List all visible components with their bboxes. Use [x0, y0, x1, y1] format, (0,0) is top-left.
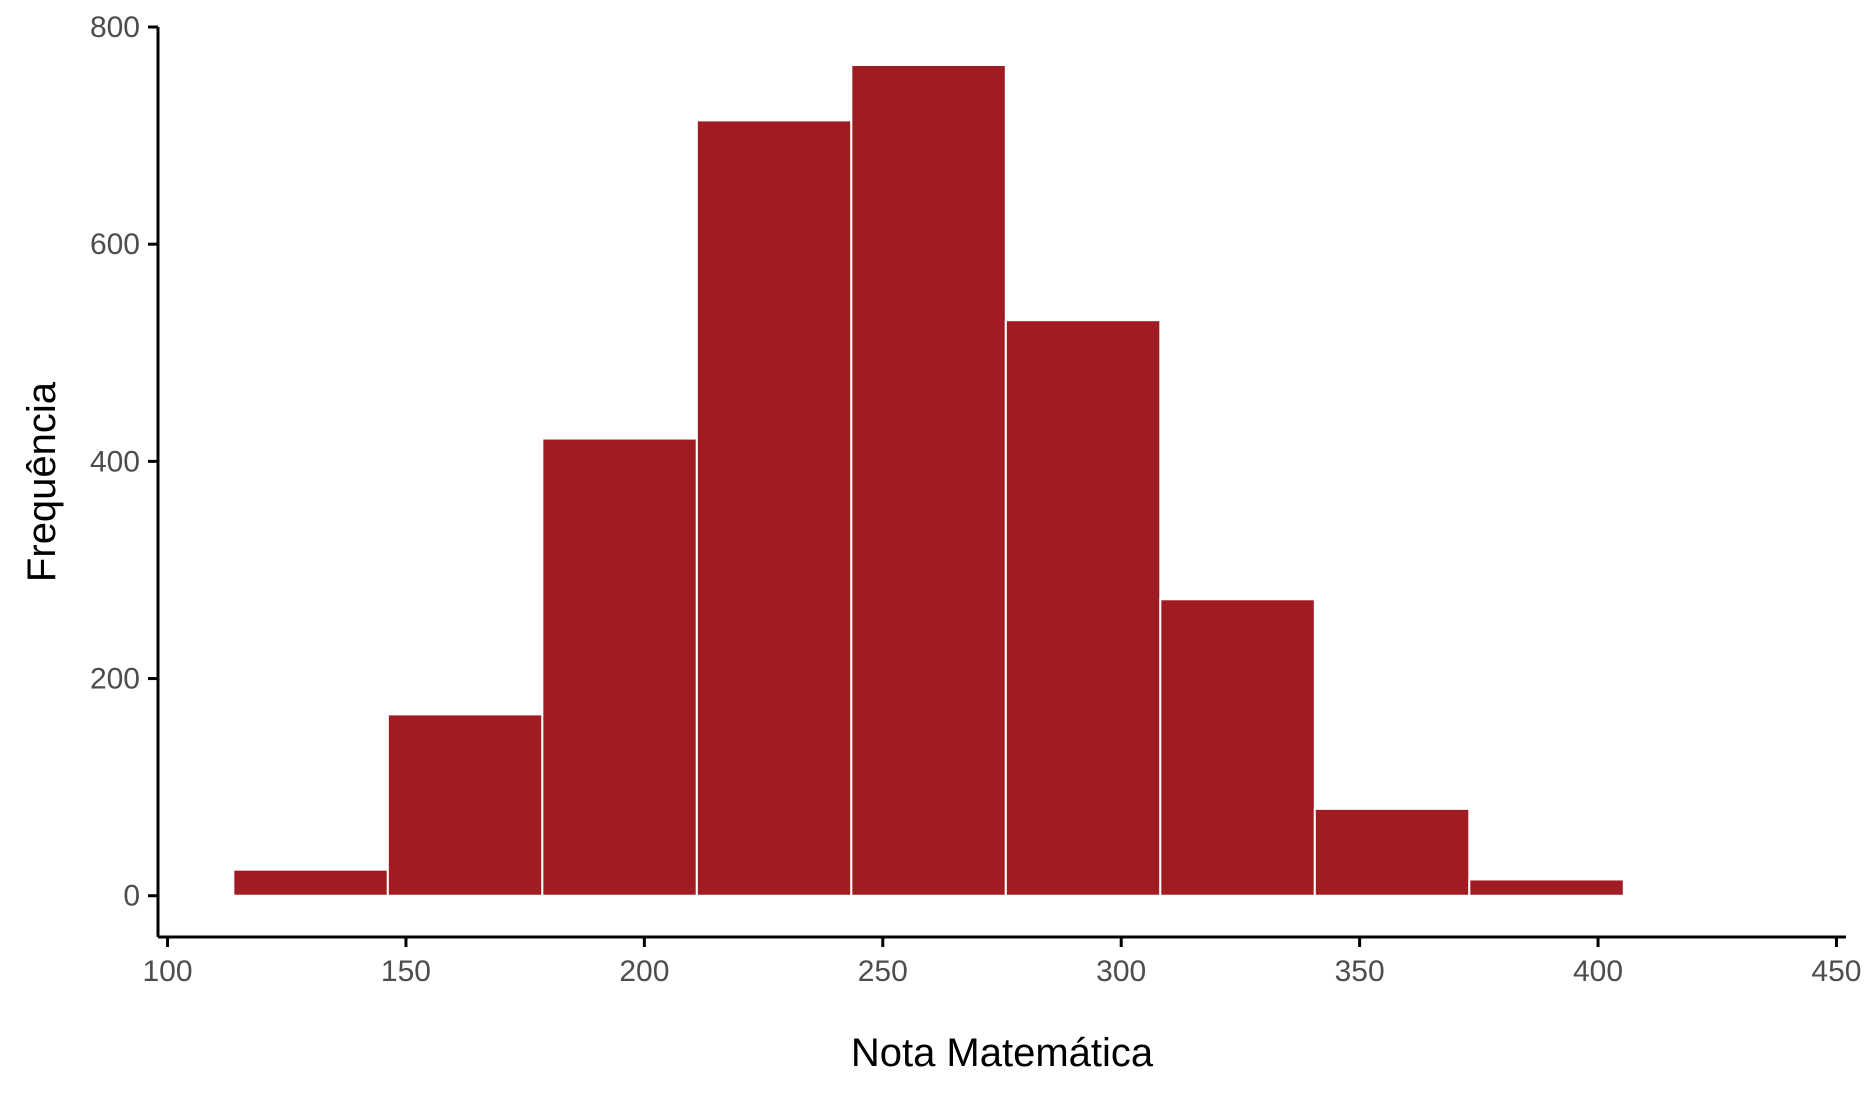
histogram-bar-7 — [1159, 598, 1316, 897]
y-axis-title: Frequência — [20, 381, 64, 582]
y-tick-label-0: 0 — [123, 880, 140, 913]
histogram-bar-8 — [1313, 807, 1471, 897]
x-tick-label-450: 450 — [1811, 955, 1861, 988]
histogram-bar-4 — [695, 119, 853, 897]
x-tick-label-350: 350 — [1335, 955, 1385, 988]
ticks-layer: 100 150 200 250 300 350 400 450 0 200 400 600 800 — [90, 11, 1862, 988]
x-axis-title: Nota Matemática — [851, 1031, 1154, 1075]
x-tick-label-150: 150 — [381, 955, 431, 988]
y-tick-label-600: 600 — [90, 228, 140, 261]
bars-layer — [232, 64, 1625, 897]
histogram-bar-2 — [386, 713, 544, 897]
x-tick-label-200: 200 — [619, 955, 669, 988]
x-tick-label-250: 250 — [858, 955, 908, 988]
histogram-bar-3 — [541, 437, 698, 897]
axes-layer — [156, 27, 1846, 939]
x-tick-label-300: 300 — [1096, 955, 1146, 988]
x-tick-label-400: 400 — [1573, 955, 1623, 988]
x-tick-label-100: 100 — [143, 955, 193, 988]
histogram-bar-9 — [1468, 878, 1625, 897]
histogram-bar-6 — [1004, 319, 1162, 897]
histogram-bar-5 — [850, 64, 1007, 897]
y-tick-label-800: 800 — [90, 11, 140, 44]
histogram-bar-1 — [232, 868, 389, 897]
y-tick-label-400: 400 — [90, 445, 140, 478]
y-tick-label-200: 200 — [90, 663, 140, 696]
